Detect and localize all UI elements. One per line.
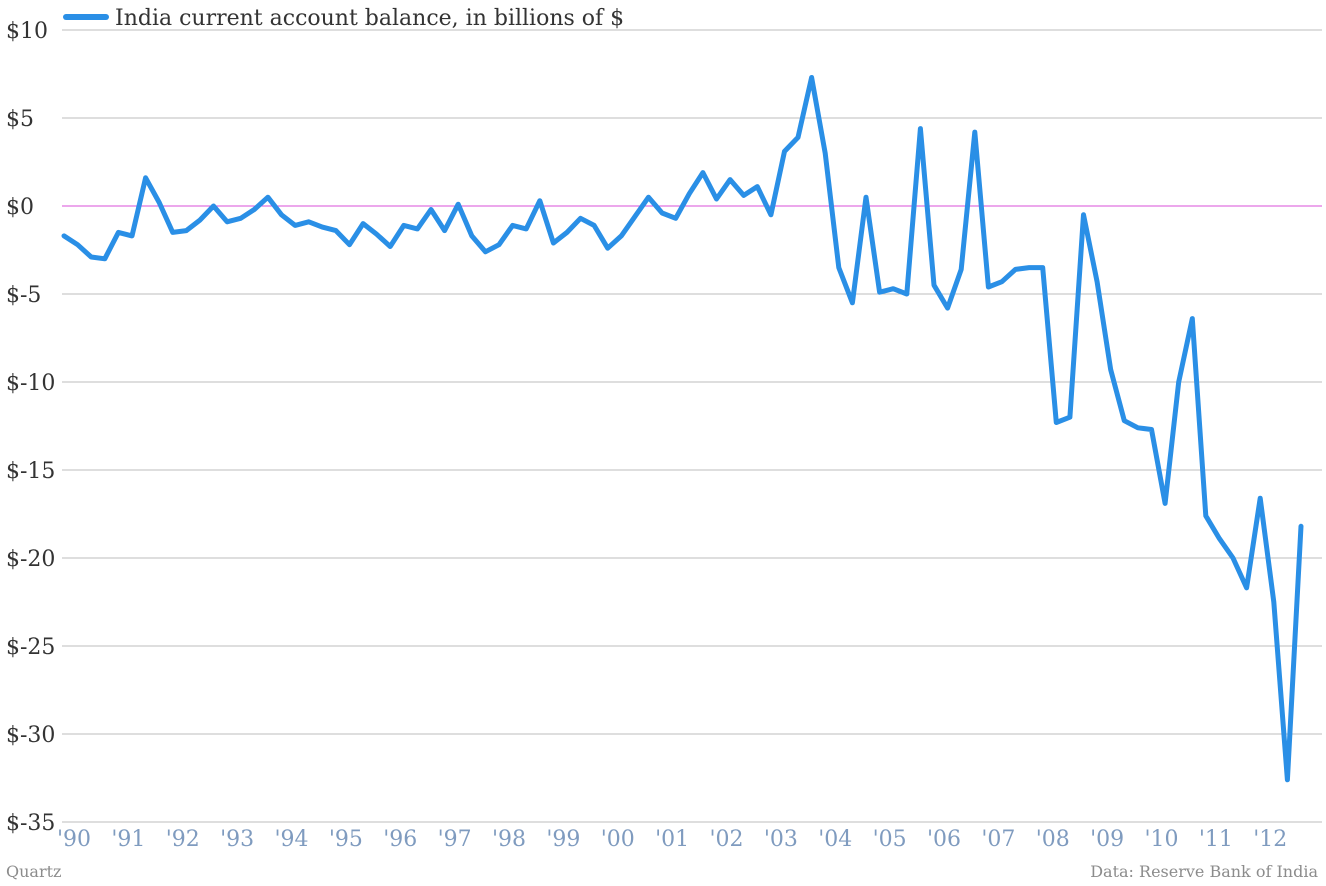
y-tick-label: $10 (6, 19, 48, 44)
x-tick-label: '03 (764, 827, 798, 852)
x-tick-label: '96 (383, 827, 417, 852)
x-tick-label: '90 (57, 827, 91, 852)
legend-label: India current account balance, in billio… (115, 6, 624, 31)
x-tick-label: '93 (220, 827, 254, 852)
y-tick-label: $-5 (6, 283, 41, 308)
x-tick-label: '00 (601, 827, 635, 852)
y-tick-label: $-35 (6, 811, 55, 836)
y-tick-label: $-20 (6, 547, 55, 572)
y-axis-ticks: $10 $5 $0 $-5 $-10 $-15 $-20 $-25 $-30 $-35 (6, 19, 55, 836)
x-tick-label: '09 (1090, 827, 1124, 852)
x-tick-label: '94 (274, 827, 308, 852)
x-tick-label: '95 (329, 827, 363, 852)
x-axis-ticks: '90 '91 '92 '93 '94 '95 '96 '97 '98 '99 '00 '01 '02 '… (57, 827, 1287, 852)
x-tick-label: '12 (1253, 827, 1287, 852)
x-tick-label: '98 (492, 827, 526, 852)
x-tick-label: '06 (927, 827, 961, 852)
x-tick-label: '01 (655, 827, 689, 852)
x-tick-label: '08 (1036, 827, 1070, 852)
y-tick-label: $-10 (6, 371, 55, 396)
x-tick-label: '99 (546, 827, 580, 852)
x-tick-label: '05 (873, 827, 907, 852)
legend: India current account balance, in billio… (63, 6, 624, 31)
y-tick-label: $-25 (6, 635, 55, 660)
x-tick-label: '92 (166, 827, 200, 852)
x-tick-label: '02 (709, 827, 743, 852)
source-credit-left: Quartz (6, 862, 61, 881)
y-tick-label: $0 (6, 195, 34, 220)
y-tick-label: $-30 (6, 723, 55, 748)
series-line (61, 75, 1304, 783)
x-tick-label: '10 (1144, 827, 1178, 852)
x-tick-label: '97 (438, 827, 472, 852)
x-tick-label: '07 (981, 827, 1015, 852)
x-tick-label: '91 (111, 827, 145, 852)
x-tick-label: '11 (1199, 827, 1233, 852)
source-credit-right: Data: Reserve Bank of India (1090, 862, 1318, 881)
y-tick-label: $5 (6, 107, 34, 132)
x-tick-label: '04 (818, 827, 852, 852)
y-tick-label: $-15 (6, 459, 55, 484)
